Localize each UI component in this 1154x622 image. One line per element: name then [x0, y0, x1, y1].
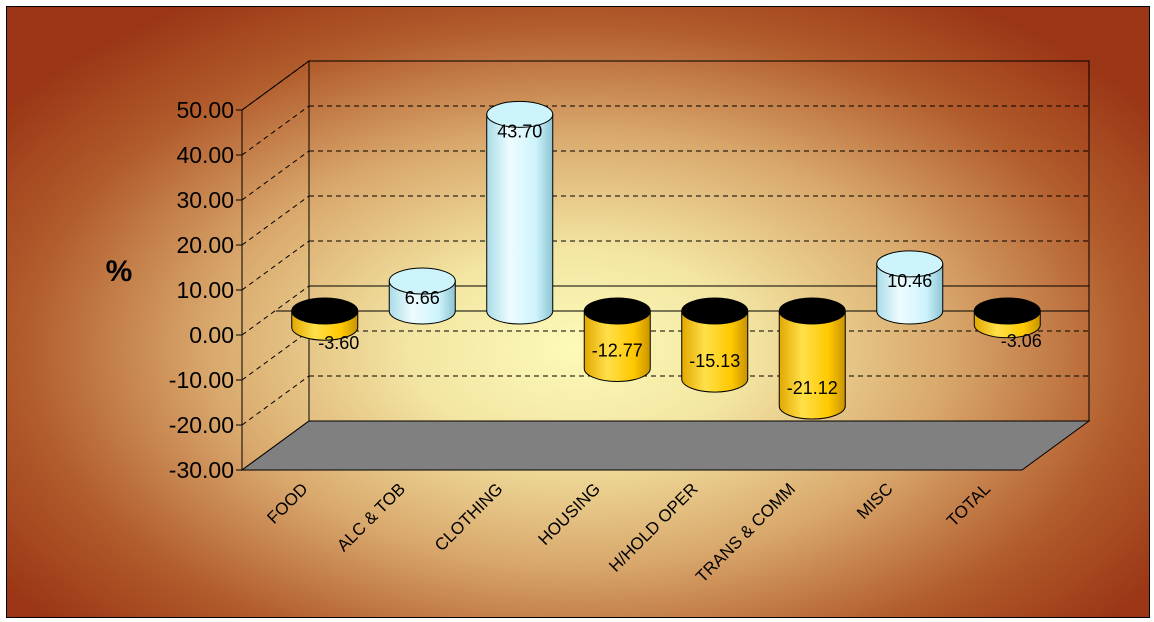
bar-body: [681, 310, 749, 393]
floor: [240, 420, 1091, 471]
data-label: -3.06: [1001, 331, 1042, 351]
data-label: 10.46: [887, 271, 932, 291]
bar-alc-tob: [388, 267, 456, 325]
gridline-side: [241, 240, 310, 291]
data-label: 6.66: [405, 288, 440, 308]
category-label: H/HOLD OPER: [605, 479, 701, 575]
y-tick-label: -10.00: [169, 367, 234, 393]
bar-trans-comm: [778, 297, 846, 420]
bar-body: [583, 310, 651, 382]
bar-cap: [973, 297, 1041, 325]
category-label: HOUSING: [535, 479, 605, 549]
y-tick-label: 40.00: [176, 142, 234, 168]
gridline-side: [241, 195, 310, 246]
gridline-side: [241, 150, 310, 201]
category-label: TRANS & COMM: [692, 479, 799, 586]
y-tick-labels: 50.00 40.00 30.00 20.00 10.00 0.00 -10.00 -20.0…: [169, 97, 242, 483]
x-tick-labels: FOOD ALC & TOB CLOTHING HOUSING H/HOLD OPERT…: [263, 479, 994, 586]
bars: [291, 100, 1041, 420]
bar-cap: [583, 297, 651, 325]
gridlines: [241, 60, 1089, 426]
bar-cap: [291, 297, 359, 325]
bar-clothing: [486, 100, 554, 325]
bar-h-hold-oper: [681, 297, 749, 393]
y-tick-label: -20.00: [169, 412, 234, 438]
y-tick-label: -30.00: [169, 457, 234, 483]
data-label: -21.12: [787, 378, 838, 398]
y-tick-label: 30.00: [176, 187, 234, 213]
bar-total: [973, 297, 1041, 339]
gridline-side: [241, 60, 310, 111]
gridline-side: [241, 285, 310, 336]
bar-cap: [681, 297, 749, 325]
data-label: 43.70: [497, 121, 542, 141]
bar-cap: [778, 297, 846, 325]
gridline-side: [241, 330, 310, 381]
data-label: -3.60: [318, 333, 359, 353]
category-label: CLOTHING: [431, 479, 507, 555]
data-label: -12.77: [592, 340, 643, 360]
data-label: -15.13: [689, 351, 740, 371]
y-tick-label: 0.00: [189, 322, 234, 348]
bar-body: [778, 310, 846, 420]
plot-walls: [241, 60, 1090, 471]
bar-body: [876, 263, 944, 325]
category-label: TOTAL: [943, 479, 994, 530]
chart-frame: -3.60 6.66 43.70 -12.77 -15.13 -21.12 10.46 -3.…: [6, 6, 1150, 618]
side-wall: [241, 60, 310, 471]
category-label: MISC: [853, 479, 896, 522]
bar-chart: -3.60 6.66 43.70 -12.77 -15.13 -21.12 10.46 -3.…: [106, 60, 1091, 586]
bar-body: [486, 113, 554, 325]
gridline-side: [241, 375, 310, 426]
axes: [241, 110, 1089, 471]
bar-cap: [876, 250, 944, 278]
bar-food: [291, 297, 359, 341]
category-label: ALC & TOB: [333, 479, 409, 555]
category-label: FOOD: [263, 479, 311, 527]
y-axis-label: %: [106, 255, 133, 288]
y-tick-label: 10.00: [176, 277, 234, 303]
data-labels: -3.60 6.66 43.70 -12.77 -15.13 -21.12 10.46 -3.…: [318, 121, 1042, 398]
gridline-side: [241, 105, 310, 156]
bar-cap: [388, 267, 456, 295]
bar-misc: [876, 250, 944, 325]
plot-floor: [240, 420, 1091, 471]
bar-cap: [486, 100, 554, 128]
y-tick-label: 20.00: [176, 232, 234, 258]
bar-housing: [583, 297, 651, 382]
y-tick-label: 50.00: [176, 97, 234, 123]
